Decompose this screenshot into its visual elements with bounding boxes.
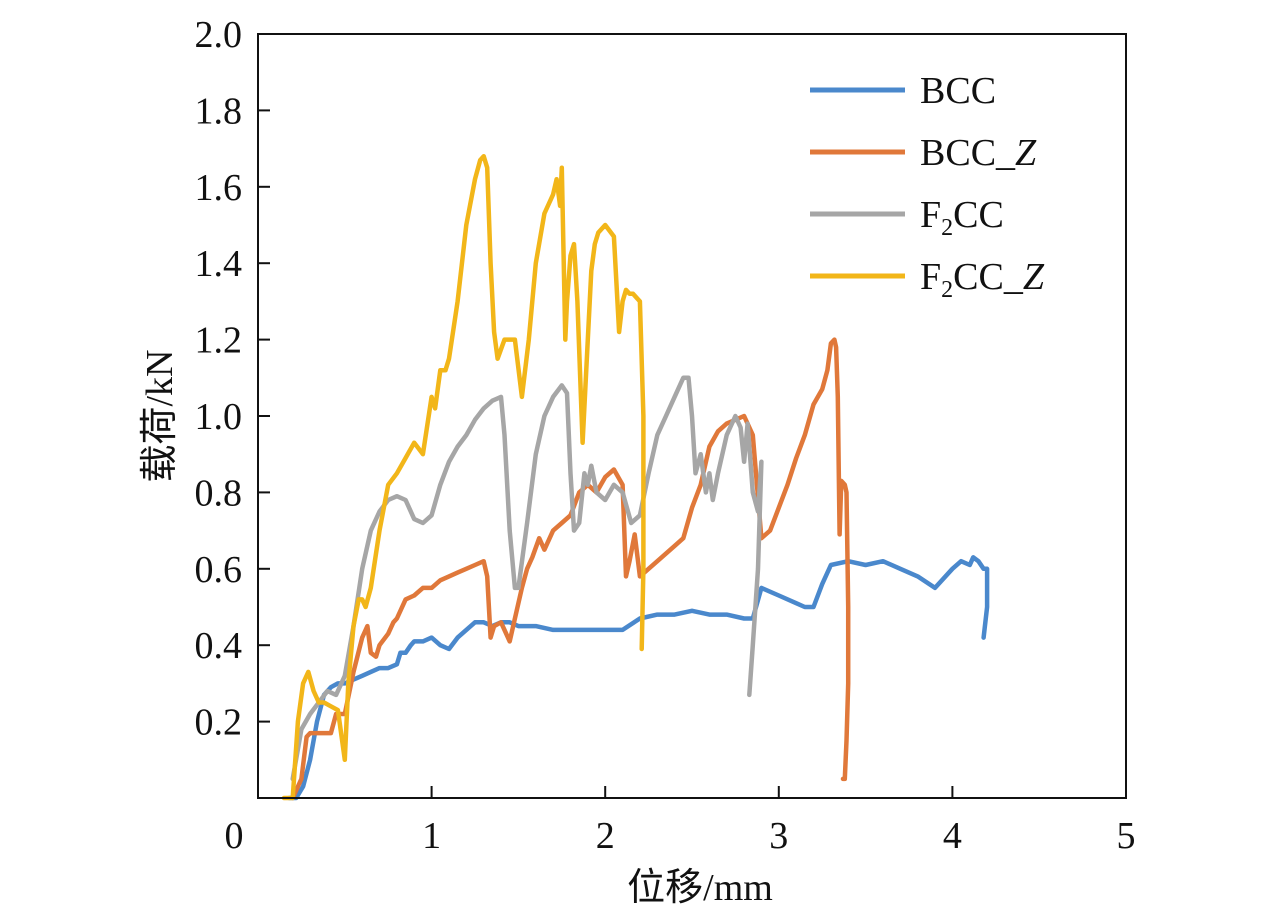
legend-label: F2CC (920, 194, 1004, 241)
x-tick-label: 0 (225, 815, 244, 857)
y-tick-label: 0.4 (195, 625, 243, 667)
series-line-f2cc (290, 375, 764, 782)
x-tick-label: 5 (1117, 815, 1136, 857)
tick-layer: 0.2 0.4 0.6 0.8 1.0 1.2 1.4 1.6 1.8 2.0 0 1 2 3 4 5 (195, 14, 1136, 857)
y-tick-label: 1.4 (195, 243, 243, 285)
y-tick-label: 0.6 (195, 549, 243, 591)
x-axis-label: 位移/mm (627, 867, 773, 909)
series-line-f2cc-z (281, 153, 646, 801)
legend-label: BCC_Z (920, 132, 1037, 174)
legend-label: BCC (920, 70, 996, 112)
x-tick-label: 3 (769, 815, 788, 857)
series-layer (281, 153, 990, 801)
y-tick-label: 1.8 (195, 90, 243, 132)
series-line-bcc (286, 555, 990, 801)
x-tick-label: 1 (422, 815, 441, 857)
x-tick-label: 4 (943, 815, 962, 857)
y-axis-label: 载荷/kN (139, 349, 181, 482)
y-tick-label: 1.2 (195, 320, 243, 362)
legend: BCC BCC_Z F2CC F2CC_Z (810, 70, 1045, 303)
y-tick-label: 0.2 (195, 702, 243, 744)
y-tick-label: 1.6 (195, 167, 243, 209)
x-tick-label: 2 (596, 815, 615, 857)
y-tick-label: 0.8 (195, 472, 243, 514)
y-tick-label: 2.0 (195, 14, 243, 56)
legend-label: F2CC_Z (920, 256, 1045, 303)
y-tick-label: 1.0 (195, 396, 243, 438)
